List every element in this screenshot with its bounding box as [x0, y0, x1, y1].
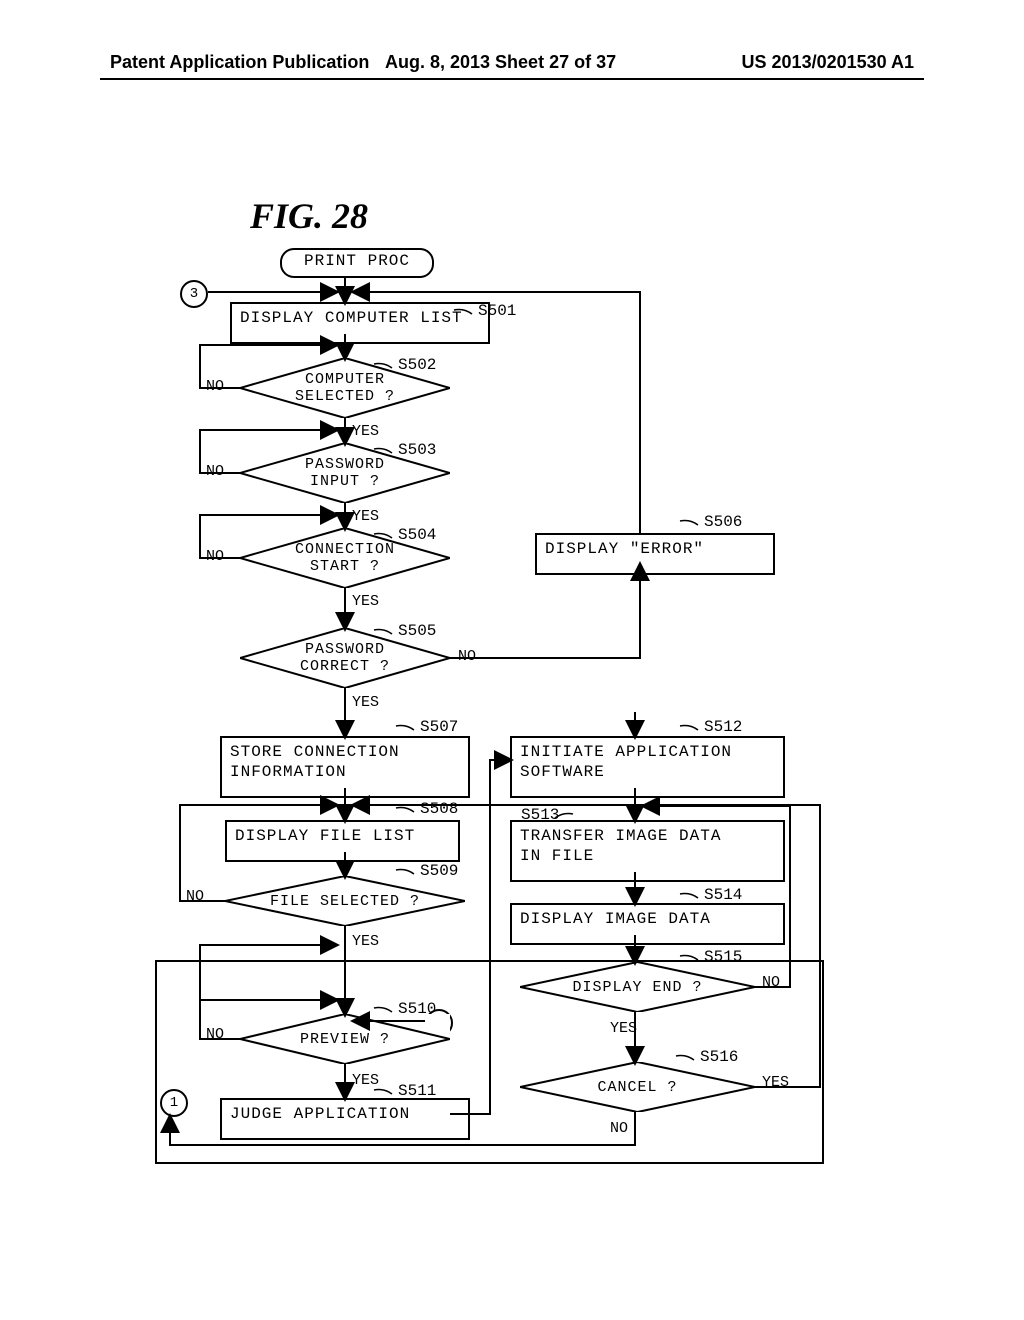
process-transfer-image-data: TRANSFER IMAGE DATAIN FILE	[510, 820, 785, 882]
yn-label-yes516: YES	[762, 1074, 789, 1091]
step-label-s511: S511	[398, 1082, 436, 1100]
process-store-connection: STORE CONNECTIONINFORMATION	[220, 736, 470, 798]
yn-label-no505: NO	[458, 648, 476, 665]
header-mid: Aug. 8, 2013 Sheet 27 of 37	[385, 52, 616, 73]
yn-label-yes505: YES	[352, 694, 379, 711]
step-label-s514: S514	[704, 886, 742, 904]
step-label-s504: S504	[398, 526, 436, 544]
step-label-s508: S508	[420, 800, 458, 818]
yn-label-yes502: YES	[352, 423, 379, 440]
process-display-file-list: DISPLAY FILE LIST	[225, 820, 460, 862]
terminal-print-proc: PRINT PROC	[280, 248, 434, 278]
yn-label-no502: NO	[206, 378, 224, 395]
decision-cancel: CANCEL ?	[520, 1062, 755, 1112]
yn-label-no510: NO	[206, 1026, 224, 1043]
connector-3: 3	[180, 280, 208, 308]
process-judge-application: JUDGE APPLICATION	[220, 1098, 470, 1140]
yn-label-yes503: YES	[352, 508, 379, 525]
step-label-s516: S516	[700, 1048, 738, 1066]
step-label-s512: S512	[704, 718, 742, 736]
yn-label-no516: NO	[610, 1120, 628, 1137]
process-display-image-data: DISPLAY IMAGE DATA	[510, 903, 785, 945]
step-label-s507: S507	[420, 718, 458, 736]
decision-file-selected: FILE SELECTED ?	[225, 876, 465, 926]
step-label-s515: S515	[704, 948, 742, 966]
header-rule	[100, 78, 924, 80]
decision-display-end: DISPLAY END ?	[520, 962, 755, 1012]
process-initiate-app-sw: INITIATE APPLICATIONSOFTWARE	[510, 736, 785, 798]
yn-label-yes510: YES	[352, 1072, 379, 1089]
decision-preview: PREVIEW ?	[240, 1014, 450, 1064]
process-display-error: DISPLAY "ERROR"	[535, 533, 775, 575]
step-label-s510: S510	[398, 1000, 436, 1018]
connector-1: 1	[160, 1089, 188, 1117]
figure-title: FIG. 28	[250, 195, 368, 237]
process-display-computer-list: DISPLAY COMPUTER LIST	[230, 302, 490, 344]
header-right: US 2013/0201530 A1	[742, 52, 914, 73]
step-label-s506: S506	[704, 513, 742, 531]
step-label-s513: S513	[521, 806, 559, 824]
yn-label-no503: NO	[206, 463, 224, 480]
yn-label-yes504: YES	[352, 593, 379, 610]
header-left: Patent Application Publication	[110, 52, 369, 73]
step-label-s505: S505	[398, 622, 436, 640]
yn-label-yes515: YES	[610, 1020, 637, 1037]
step-label-s509: S509	[420, 862, 458, 880]
step-label-s501: S501	[478, 302, 516, 320]
yn-label-no509: NO	[186, 888, 204, 905]
yn-label-no504: NO	[206, 548, 224, 565]
step-label-s502: S502	[398, 356, 436, 374]
yn-label-no515: NO	[762, 974, 780, 991]
yn-label-yes509: YES	[352, 933, 379, 950]
step-label-s503: S503	[398, 441, 436, 459]
